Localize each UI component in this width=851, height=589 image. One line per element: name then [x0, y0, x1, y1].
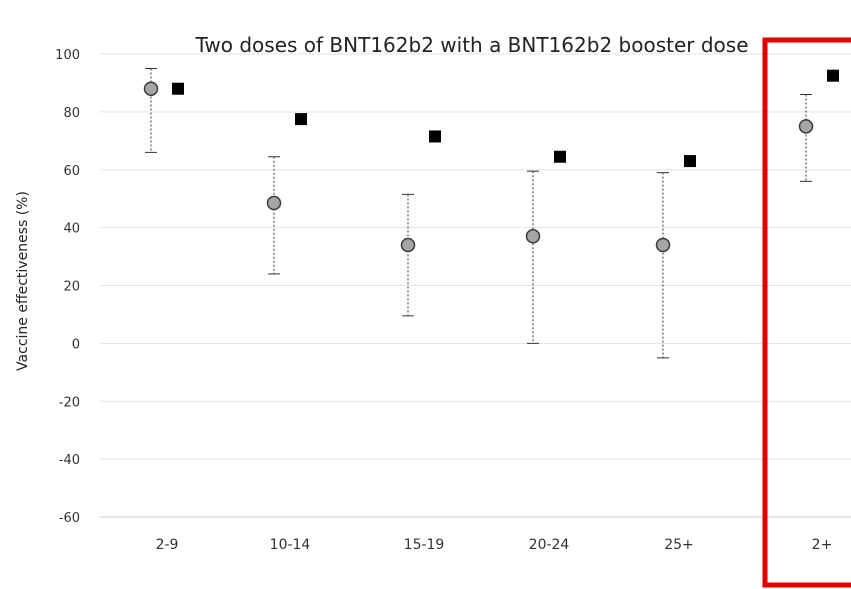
estimate-point-circle — [525, 229, 541, 244]
estimate-point-square — [827, 69, 839, 82]
y-tick-label: -60 — [59, 511, 80, 526]
x-tick-label: 10-14 — [270, 537, 311, 553]
y-tick-label: 20 — [63, 280, 80, 295]
x-tick-label: 2-9 — [156, 537, 179, 553]
x-tick-label: 25+ — [664, 537, 694, 553]
y-axis-label: Vaccine effectiveness (%) — [15, 191, 31, 371]
gridlines — [100, 53, 851, 518]
estimate-point-circle — [266, 195, 282, 211]
y-tick-label: 0 — [72, 337, 80, 352]
chart-title: Two doses of BNT162b2 with a BNT162b2 bo… — [195, 33, 749, 57]
estimate-point-square — [295, 113, 307, 126]
y-tick-label: 60 — [63, 164, 80, 179]
highlight-box — [762, 37, 851, 588]
y-tick-label: -40 — [59, 453, 80, 468]
estimate-point-circle — [798, 119, 814, 134]
y-tick-label: 40 — [63, 222, 80, 237]
y-tick-label: -20 — [59, 395, 80, 410]
estimate-point-circle — [400, 237, 416, 253]
estimate-point-square — [554, 150, 566, 163]
estimate-point-square — [172, 82, 184, 95]
estimate-point-circle — [143, 81, 159, 96]
estimate-point-square — [429, 130, 441, 143]
y-axis-ticks: 100 80 60 40 20 0 -20 -40 -60 — [55, 48, 80, 526]
estimate-point-circle — [655, 237, 671, 253]
y-tick-label: 80 — [63, 106, 80, 121]
x-tick-label: 2+ — [812, 537, 833, 553]
estimate-point-square — [684, 155, 696, 168]
data-series — [143, 67, 839, 359]
x-tick-label: 20-24 — [529, 537, 570, 553]
y-tick-label: 100 — [55, 48, 80, 63]
x-axis-ticks: 2-9 10-14 15-19 20-24 25+ 2+ — [156, 537, 833, 553]
x-tick-label: 15-19 — [404, 537, 445, 553]
